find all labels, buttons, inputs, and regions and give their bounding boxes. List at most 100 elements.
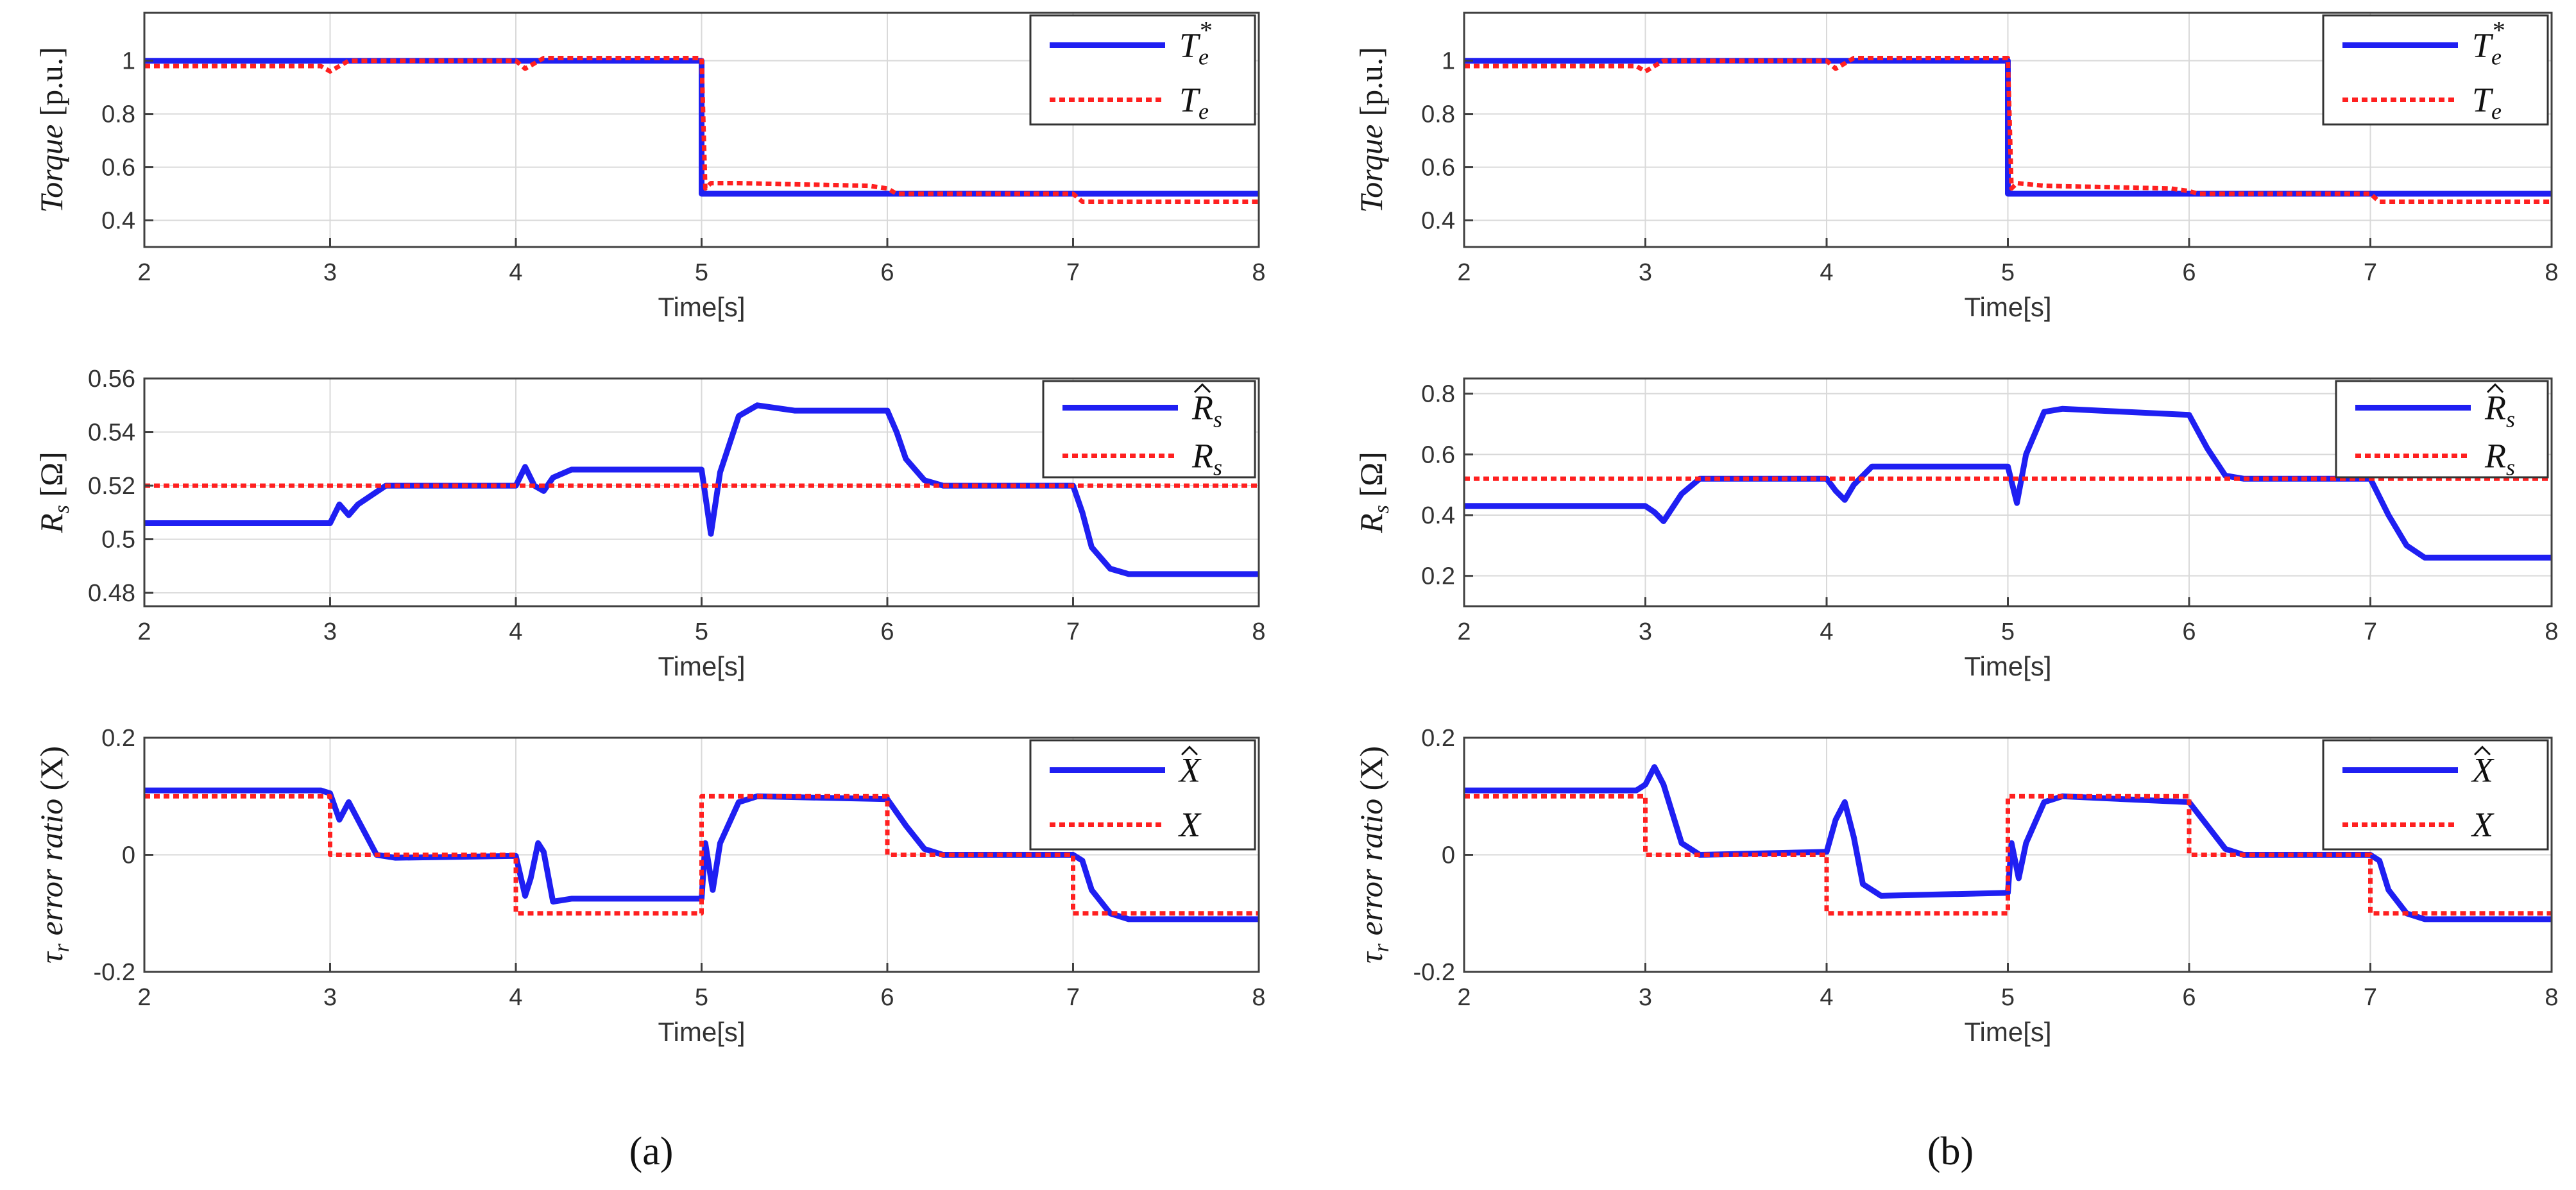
y-tick-label: 0.4 [1421, 502, 1455, 529]
y-tick-label: 0.54 [88, 420, 135, 446]
x-axis-label: Time[s] [1964, 292, 2051, 322]
x-tick-label: 5 [695, 984, 708, 1011]
series-line-te [144, 56, 1259, 204]
legend-label: X [2471, 806, 2495, 844]
x-tick-label: 2 [1457, 984, 1471, 1011]
y-axis-label: Rs [Ω] [33, 452, 74, 534]
legend-hat-accent [2486, 383, 2504, 393]
x-tick-label: 7 [2364, 984, 2377, 1011]
x-axis-label: Time[s] [658, 1017, 745, 1047]
x-tick-label: 5 [695, 618, 708, 645]
y-axis-label: Rs [Ω] [1353, 452, 1394, 534]
legend-box [1042, 380, 1256, 479]
chart-a-rs: 2 3 4 5 6 7 8 0.48 0.5 0.52 0.54 0.56 Time[s] Rs [Ω] R… [33, 366, 1266, 681]
y-tick-label: 0.2 [1421, 563, 1455, 590]
x-tick-label: 4 [509, 618, 522, 645]
y-tick-label: 0.4 [1421, 208, 1455, 235]
legend-hat-accent [2473, 745, 2491, 756]
legend-label: X [1178, 806, 1202, 844]
x-axis-label: Time[s] [658, 651, 745, 681]
x-tick-label: 4 [509, 259, 522, 286]
y-tick-label: 0 [122, 842, 135, 869]
y-tick-label: 0.4 [101, 208, 135, 235]
y-tick-label: 0.2 [1421, 725, 1455, 752]
y-tick-label: 0.8 [1421, 101, 1455, 128]
x-tick-label: 4 [1820, 984, 1833, 1011]
x-tick-label: 7 [2364, 618, 2377, 645]
x-tick-label: 2 [137, 618, 151, 645]
x-tick-label: 6 [2182, 259, 2196, 286]
x-tick-label: 4 [509, 984, 522, 1011]
x-tick-label: 3 [1639, 618, 1652, 645]
y-tick-label: 0.8 [101, 101, 135, 128]
x-tick-label: 7 [1066, 259, 1080, 286]
x-tick-label: 8 [2545, 984, 2558, 1011]
x-tick-label: 2 [137, 259, 151, 286]
x-tick-label: 6 [880, 618, 894, 645]
series-line-x [144, 794, 1259, 916]
x-tick-label: 8 [2545, 259, 2558, 286]
chart-a-torque: 2 3 4 5 6 7 8 0.4 0.6 0.8 1 Time[s] Torque [p.u.] Te*… [33, 12, 1266, 322]
x-tick-label: 8 [1252, 984, 1265, 1011]
legend: Rs Rs [1042, 380, 1256, 480]
legend-box [2322, 739, 2549, 851]
x-axis-label: Time[s] [1964, 1017, 2051, 1047]
y-tick-label: -0.2 [1413, 959, 1455, 986]
legend-hat-accent [1181, 745, 1198, 756]
y-tick-label: 0 [1442, 842, 1455, 869]
legend-label: X [2471, 751, 2495, 790]
x-tick-label: 7 [1066, 618, 1080, 645]
x-tick-label: 3 [323, 618, 337, 645]
x-tick-label: 8 [1252, 618, 1265, 645]
chart-a-tau: 2 3 4 5 6 7 8 -0.2 0 0.2 Time[s] τr error ratio (X)… [33, 725, 1266, 1047]
y-tick-label: 0.5 [101, 527, 135, 554]
legend-box [2322, 14, 2549, 126]
x-tick-label: 8 [1252, 259, 1265, 286]
x-tick-label: 5 [2001, 259, 2015, 286]
x-tick-label: 2 [1457, 618, 1471, 645]
legend-box [1029, 739, 1256, 851]
series-line-x-hat [1464, 764, 2552, 922]
y-axis-label: τr error ratio (X) [33, 746, 74, 964]
y-tick-label: 0.6 [1421, 155, 1455, 182]
series-line-rs-hat [144, 402, 1259, 577]
series-line-x [1464, 794, 2552, 916]
x-tick-label: 5 [695, 259, 708, 286]
x-tick-label: 3 [1639, 259, 1652, 286]
legend: Rs Rs [2335, 380, 2549, 480]
x-tick-label: 4 [1820, 259, 1833, 286]
series-line-te [1464, 56, 2552, 204]
legend-label: Rs [2484, 389, 2515, 432]
y-axis-label: Torque [p.u.] [33, 47, 69, 213]
x-tick-label: 5 [2001, 618, 2015, 645]
y-tick-label: 0.6 [101, 155, 135, 182]
x-axis-label: Time[s] [658, 292, 745, 322]
chart-b-rs: 2 3 4 5 6 7 8 0.2 0.4 0.6 0.8 Time[s] Rs [Ω] Rs Rs [1353, 377, 2559, 681]
x-axis-label: Time[s] [1964, 651, 2051, 681]
y-tick-label: 0.52 [88, 473, 135, 500]
y-tick-label: 1 [122, 48, 135, 75]
x-tick-label: 8 [2545, 618, 2558, 645]
legend-label: Rs [2484, 437, 2515, 480]
y-tick-label: 0.2 [101, 725, 135, 752]
legend-hat-accent [1193, 383, 1211, 393]
legend-label: X [1178, 751, 1202, 790]
legend: XX [1029, 739, 1256, 851]
legend-label: Te* [1179, 16, 1211, 70]
legend-label: Rs [1191, 437, 1222, 480]
x-tick-label: 6 [2182, 984, 2196, 1011]
legend: Te* Te [2322, 14, 2549, 126]
x-tick-label: 2 [1457, 259, 1471, 286]
x-tick-label: 5 [2001, 984, 2015, 1011]
y-axis-label: Torque [p.u.] [1353, 47, 1389, 213]
panel-label-a: (a) [629, 1130, 674, 1173]
x-tick-label: 4 [1820, 618, 1833, 645]
y-tick-label: 0.48 [88, 580, 135, 607]
x-tick-label: 6 [880, 984, 894, 1011]
y-tick-label: 0.6 [1421, 441, 1455, 468]
legend-box [2335, 380, 2549, 479]
y-tick-label: 0.56 [88, 366, 135, 393]
y-tick-label: 0.8 [1421, 381, 1455, 408]
x-tick-label: 7 [1066, 984, 1080, 1011]
legend-label: Te [2472, 81, 2502, 124]
